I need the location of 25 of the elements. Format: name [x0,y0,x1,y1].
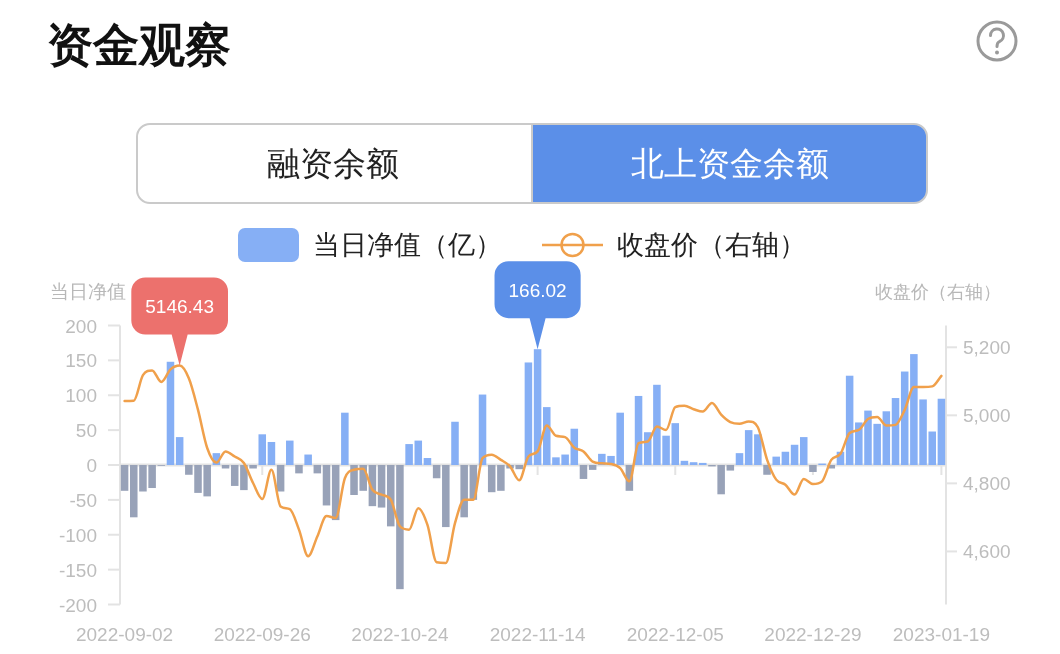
y-tick-label: -200 [58,594,97,616]
ylabel: 当日净值 [50,281,126,302]
y-tick-label: 0 [86,455,97,476]
y-tick-label: -50 [69,489,97,511]
y2label: 收盘价（右轴） [875,282,1001,302]
data-label: 5146.43 [145,296,214,317]
y-tick-label: -100 [58,524,97,546]
title: 资金观察 [47,19,231,71]
y-tick-label: 200 [65,315,97,337]
x-tick-label: 2022-12-29 [764,624,862,645]
y-tick-label: 50 [75,420,97,442]
x-tick-label: 2022-11-14 [489,624,586,645]
x-tick-label: 2023-01-19 [892,624,991,645]
y-tick-label: -150 [58,559,97,581]
x-tick-label: 2022-09-26 [213,624,311,645]
y2-tick-label: 5,000 [963,405,1011,427]
x-tick-label: 2022-10-24 [351,624,449,645]
x-tick-label: 2022-09-02 [75,624,174,645]
y-tick-label: 150 [65,350,97,372]
data-label: 166.02 [508,279,567,301]
y-tick-label: 100 [65,385,97,407]
y2-tick-label: 5,200 [963,337,1011,359]
y2-tick-label: 4,800 [963,473,1011,495]
y2-tick-label: 4,600 [963,541,1011,563]
x-tick-label: 2022-12-05 [626,624,724,645]
